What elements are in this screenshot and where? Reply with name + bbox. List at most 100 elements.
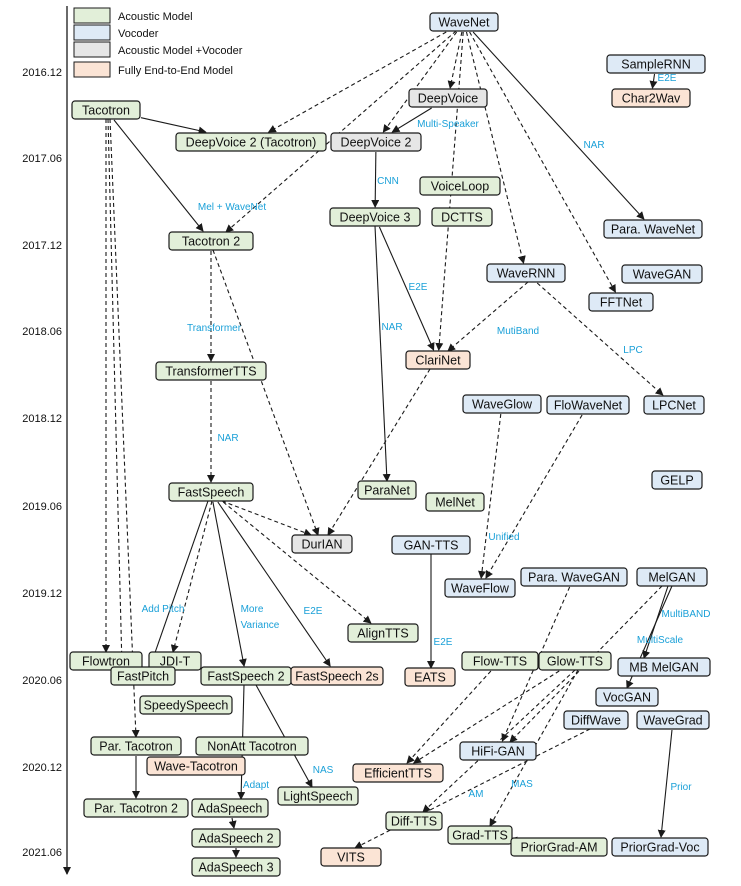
node-box-vocoder bbox=[444, 578, 516, 598]
node-box-vocoder bbox=[486, 263, 566, 283]
legend-swatch-vocoder bbox=[73, 24, 111, 41]
edge-fastspeech-to-jdit bbox=[170, 500, 213, 653]
node-label: FastPitch bbox=[117, 670, 169, 684]
node-label: Par. Tacotron bbox=[99, 740, 172, 754]
node-melnet: MelNet bbox=[425, 492, 485, 512]
node-label: AlignTTS bbox=[357, 627, 408, 641]
node-flowtts: Flow-TTS bbox=[461, 651, 539, 671]
node-label: DeepVoice 2 (Tacotron) bbox=[186, 136, 317, 150]
edge-tacotron-to-dv2tac bbox=[140, 117, 207, 135]
node-box-vocoder bbox=[563, 710, 629, 730]
node-clarinet: ClariNet bbox=[405, 350, 471, 370]
edge-wavenet-to-tacotron2 bbox=[225, 30, 457, 233]
timeline-label: 2020.06 bbox=[22, 675, 62, 687]
edge-wavenet-to-wavernn bbox=[465, 31, 526, 264]
node-wavenet: WaveNet bbox=[429, 12, 499, 32]
node-wavetacotron: Wave-Tacotron bbox=[146, 756, 246, 776]
node-label: Diff-TTS bbox=[391, 815, 437, 829]
node-box-acoustic bbox=[277, 786, 359, 806]
node-box-vocoder bbox=[462, 394, 542, 414]
node-parawavenet: Para. WaveNet bbox=[603, 219, 703, 239]
legend-label-vocoder: Vocoder bbox=[118, 28, 159, 40]
node-box-both bbox=[291, 534, 353, 554]
edge-adaspeech-to-adaspeech2 bbox=[228, 817, 237, 829]
legend-label-acoustic: Acoustic Model bbox=[118, 11, 193, 23]
node-label: LightSpeech bbox=[283, 790, 353, 804]
node-samplernn: SampleRNN bbox=[606, 54, 706, 74]
node-wavegan: WaveGAN bbox=[621, 264, 703, 284]
node-fastspeech: FastSpeech bbox=[168, 482, 254, 502]
timeline-label: 2020.12 bbox=[22, 762, 62, 774]
edge-label-nar-parawavenet: NAR bbox=[583, 140, 604, 151]
edge-label-cnn: CNN bbox=[377, 176, 399, 187]
legend-swatch-acoustic bbox=[73, 7, 111, 24]
node-voiceloop: VoiceLoop bbox=[419, 176, 501, 196]
node-label: SampleRNN bbox=[621, 58, 690, 72]
node-box-acoustic bbox=[447, 825, 513, 845]
node-box-e2e bbox=[146, 756, 246, 776]
node-box-acoustic bbox=[191, 857, 281, 877]
node-label: Par. Tacotron 2 bbox=[94, 802, 178, 816]
edge-label-more: More bbox=[241, 604, 264, 615]
legend-swatch-e2e bbox=[73, 61, 111, 78]
node-fastspeech2s: FastSpeech 2s bbox=[290, 666, 384, 686]
edge-wavenet-to-fftnet bbox=[469, 31, 616, 293]
node-box-vocoder bbox=[459, 741, 537, 761]
node-label: GAN-TTS bbox=[404, 539, 459, 553]
edge-label-nas: NAS bbox=[313, 765, 334, 776]
node-label: AdaSpeech bbox=[198, 802, 263, 816]
timeline-label: 2021.06 bbox=[22, 847, 62, 859]
node-label: TransformerTTS bbox=[165, 365, 256, 379]
node-label: HiFi-GAN bbox=[471, 745, 524, 759]
node-box-acoustic bbox=[347, 623, 419, 643]
node-partacotron: Par. Tacotron bbox=[90, 736, 182, 756]
node-lpcnet: LPCNet bbox=[643, 395, 705, 415]
edge-label-prior: Prior bbox=[670, 782, 692, 793]
timeline-label: 2019.06 bbox=[22, 501, 62, 513]
node-label: ParaNet bbox=[364, 484, 410, 498]
timeline-label: 2016.12 bbox=[22, 67, 62, 79]
edge-wavernn-to-lpcnet bbox=[536, 282, 664, 396]
edge-wavenet-to-parawavenet bbox=[472, 31, 645, 220]
edge-dv2-to-dv3 bbox=[371, 151, 380, 208]
edge-label-adapt: Adapt bbox=[243, 780, 269, 791]
node-label: Para. WaveGAN bbox=[528, 571, 620, 585]
node-label: VoiceLoop bbox=[431, 180, 489, 194]
node-box-vocoder bbox=[621, 264, 703, 284]
node-lightspeech: LightSpeech bbox=[277, 786, 359, 806]
node-box-vocoder bbox=[588, 292, 654, 312]
edge-label-multi-speaker: Multi-Speaker bbox=[417, 119, 479, 130]
edge-label-variance: Variance bbox=[241, 620, 280, 631]
node-box-acoustic bbox=[329, 207, 421, 227]
node-label: Glow-TTS bbox=[547, 655, 603, 669]
node-aligntts: AlignTTS bbox=[347, 623, 419, 643]
edge-dv3-to-paranet bbox=[374, 225, 391, 482]
node-melgan: MelGAN bbox=[636, 567, 708, 587]
node-label: DeepVoice bbox=[418, 92, 479, 106]
edge-label-transformer: Transformer bbox=[187, 323, 242, 334]
edge-fastspeech-to-fastspeech2 bbox=[212, 501, 247, 667]
edge-label-mel-wavenet: Mel + WaveNet bbox=[198, 202, 266, 213]
node-label: Wave-Tacotron bbox=[154, 760, 238, 774]
node-gantts: GAN-TTS bbox=[391, 535, 471, 555]
node-label: PriorGrad-Voc bbox=[620, 841, 699, 855]
edge-wavernn-to-clarinet bbox=[447, 281, 529, 352]
edge-fastspeech2-to-lightspeech bbox=[255, 684, 313, 788]
node-label: FastSpeech bbox=[178, 486, 245, 500]
node-label: WaveRNN bbox=[497, 267, 556, 281]
edge-label-lpc: LPC bbox=[623, 345, 642, 356]
node-adaspeech2: AdaSpeech 2 bbox=[191, 828, 281, 848]
edge-wavegrad-to-priorgradvoc bbox=[657, 729, 673, 838]
node-box-both bbox=[330, 132, 422, 152]
edge-labels: E2E Multi-Speaker NAR CNN Mel + WaveNet E2E Tr… bbox=[142, 73, 711, 800]
timeline-label: 2017.12 bbox=[22, 240, 62, 252]
node-wavernn: WaveRNN bbox=[486, 263, 566, 283]
node-label: WaveGAN bbox=[633, 268, 692, 282]
node-label: DCTTS bbox=[441, 211, 483, 225]
node-dv2tac: DeepVoice 2 (Tacotron) bbox=[175, 132, 327, 152]
node-waveglow: WaveGlow bbox=[462, 394, 542, 414]
node-label: VITS bbox=[337, 851, 365, 865]
node-fastspeech2: FastSpeech 2 bbox=[200, 666, 292, 686]
timeline-label: 2019.12 bbox=[22, 588, 62, 600]
